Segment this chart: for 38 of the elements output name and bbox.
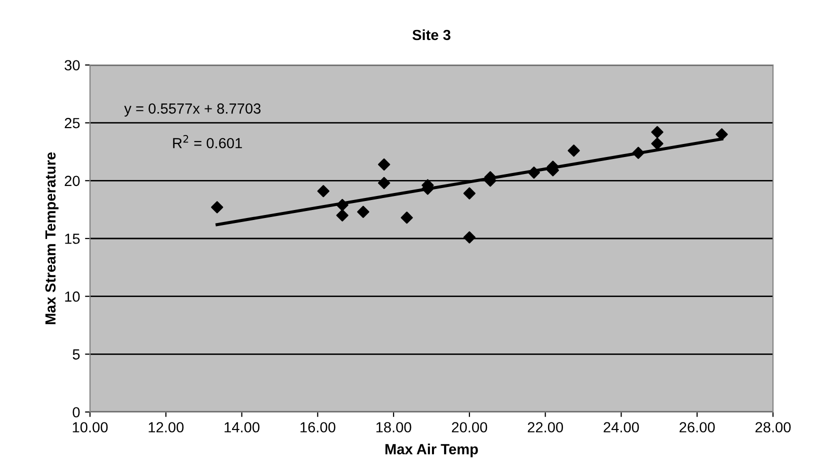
point [651,126,664,138]
y-tick-label: 30 [64,60,80,70]
x-tick-label: 24.00 [604,422,639,432]
point [378,176,390,190]
point [378,158,390,171]
x-tick-label: 18.00 [376,422,412,432]
x-tick-label: 22.00 [528,422,564,432]
y-tick-label: 15 [65,234,80,244]
point [211,201,224,214]
point [568,144,580,157]
point [632,146,644,159]
point [528,166,540,179]
y-axis-title: Max Stream Temperature [45,152,59,324]
y-tick-label: 5 [72,349,80,360]
x-tick-label: 14.00 [224,422,260,432]
x-tick-label: 26.00 [680,422,715,432]
chart-title: Site 3 [412,29,450,40]
x-axis-title: Max Air Temp [385,444,478,458]
y-tick-label: 20 [64,176,80,186]
y-tick-label: 10 [65,291,80,302]
point [716,128,728,140]
point [463,187,476,200]
annotation: R$^{2}$ = 0.601 [173,135,242,148]
point [651,138,664,150]
x-tick-label: 10.00 [72,422,108,432]
y-tick-label: 0 [72,407,80,418]
x-tick-label: 16.00 [300,422,336,432]
annotation: y = 0.5577x + 8.7703 [124,103,261,117]
x-tick-label: 12.00 [148,422,184,432]
point [357,206,370,218]
x-tick-label: 20.00 [452,422,488,432]
point [336,209,348,222]
point [336,198,348,212]
point [400,212,413,224]
x-tick-label: 28.00 [755,422,791,432]
point [463,231,476,244]
point [317,185,330,198]
y-tick-label: 25 [64,118,80,128]
